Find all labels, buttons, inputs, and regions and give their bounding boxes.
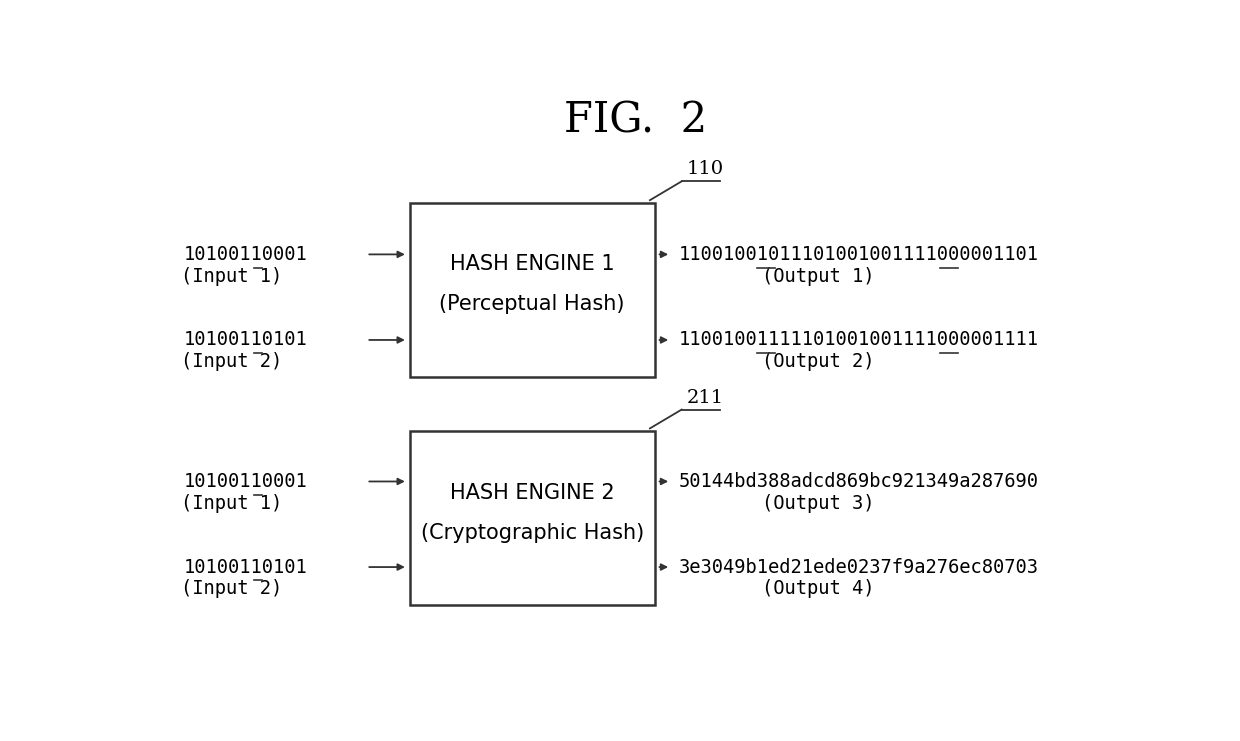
Text: (Input 2): (Input 2) bbox=[181, 579, 283, 598]
Text: 10100110101: 10100110101 bbox=[184, 557, 308, 576]
Text: HASH ENGINE 2: HASH ENGINE 2 bbox=[450, 482, 615, 502]
Text: 10100110101: 10100110101 bbox=[184, 330, 308, 350]
Text: 211: 211 bbox=[687, 389, 724, 407]
Text: 10100110001: 10100110001 bbox=[184, 245, 308, 264]
Text: 10100110001: 10100110001 bbox=[184, 472, 308, 491]
Text: (Perceptual Hash): (Perceptual Hash) bbox=[439, 294, 625, 314]
Text: 50144bd388adcd869bc921349a287690: 50144bd388adcd869bc921349a287690 bbox=[678, 472, 1039, 491]
Bar bbox=[409, 431, 655, 605]
Text: 3e3049b1ed21ede0237f9a276ec80703: 3e3049b1ed21ede0237f9a276ec80703 bbox=[678, 557, 1039, 576]
Text: (Input 1): (Input 1) bbox=[181, 494, 283, 513]
Text: 11001001111101001001111000001111: 11001001111101001001111000001111 bbox=[678, 330, 1039, 350]
Text: (Output 1): (Output 1) bbox=[763, 267, 874, 285]
Text: (Cryptographic Hash): (Cryptographic Hash) bbox=[420, 522, 644, 542]
Text: (Input 2): (Input 2) bbox=[181, 352, 283, 371]
Text: HASH ENGINE 1: HASH ENGINE 1 bbox=[450, 254, 615, 274]
Text: 110: 110 bbox=[687, 161, 724, 179]
Text: FIG.  2: FIG. 2 bbox=[564, 99, 707, 142]
Text: (Output 4): (Output 4) bbox=[763, 579, 874, 598]
Text: 11001001011101001001111000001101: 11001001011101001001111000001101 bbox=[678, 245, 1039, 264]
Text: (Output 2): (Output 2) bbox=[763, 352, 874, 371]
Bar bbox=[409, 203, 655, 377]
Text: (Input 1): (Input 1) bbox=[181, 267, 283, 285]
Text: (Output 3): (Output 3) bbox=[763, 494, 874, 513]
